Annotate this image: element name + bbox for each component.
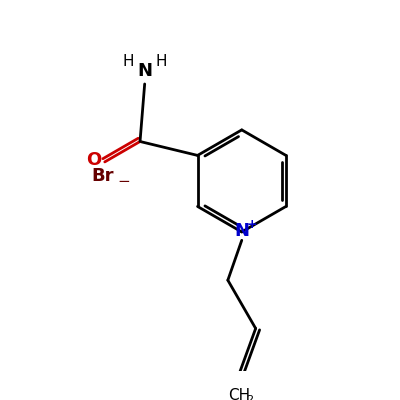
Text: CH: CH <box>228 388 250 400</box>
Text: 2: 2 <box>246 395 254 400</box>
Text: +: + <box>247 218 257 231</box>
Text: O: O <box>86 151 101 169</box>
Text: N: N <box>137 62 152 80</box>
Text: H: H <box>156 54 167 69</box>
Text: Br: Br <box>91 167 114 185</box>
Text: N: N <box>234 222 249 240</box>
Text: −: − <box>118 174 130 189</box>
Text: H: H <box>122 54 134 69</box>
